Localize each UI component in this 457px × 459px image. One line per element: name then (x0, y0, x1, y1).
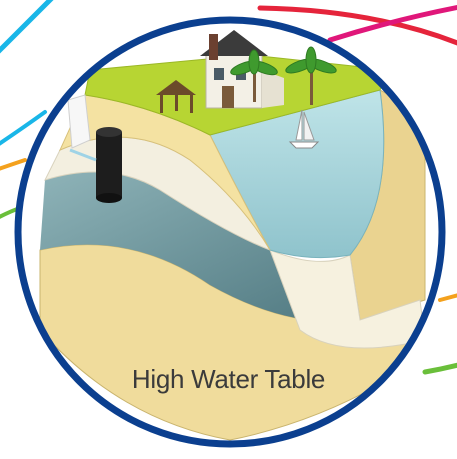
sailboat-icon (288, 109, 320, 149)
stripe-cyan (0, 0, 54, 54)
stripe-orange-right (438, 293, 457, 302)
decorative-stripes (0, 0, 457, 375)
aquifer-layer (40, 172, 360, 322)
septic-tank-icon (69, 127, 122, 203)
stripe-orange-left (0, 158, 27, 171)
palm-tree-icon (230, 46, 337, 105)
stripe-cyan-left (0, 110, 47, 146)
diagram-caption: High Water Table (131, 364, 326, 394)
circle-frame (14, 16, 446, 448)
stripe-magenta (327, 4, 457, 43)
retaining-wall (67, 94, 91, 149)
stripe-green-right (422, 362, 457, 375)
stripe-red (257, 5, 457, 46)
gazebo-icon (156, 80, 196, 113)
